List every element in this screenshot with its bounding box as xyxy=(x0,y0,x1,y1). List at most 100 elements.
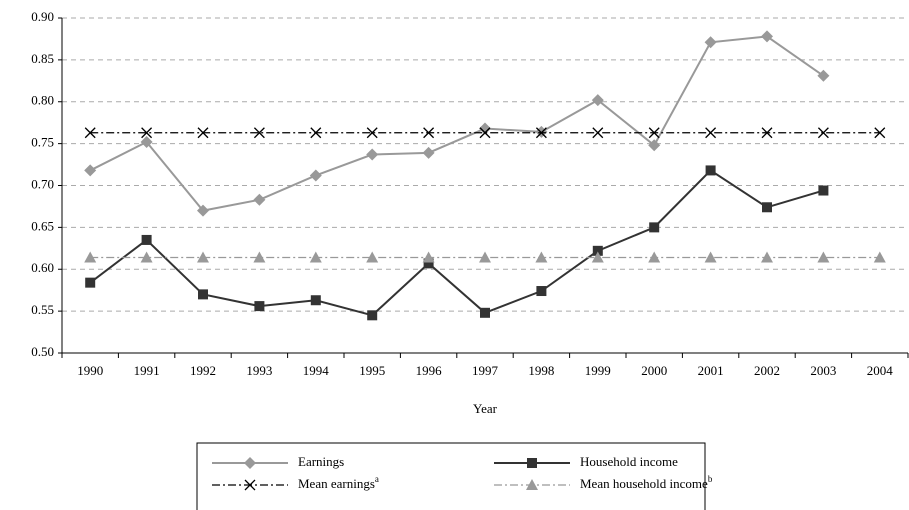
point xyxy=(817,127,829,139)
point xyxy=(705,165,716,176)
point xyxy=(84,127,96,139)
point xyxy=(197,251,209,263)
legend-marker xyxy=(527,458,537,468)
point xyxy=(648,127,660,139)
point xyxy=(253,251,266,263)
point xyxy=(648,139,661,152)
point xyxy=(479,251,491,263)
point xyxy=(591,94,604,107)
point xyxy=(648,251,661,263)
point xyxy=(704,251,717,263)
y-tick-label: 0.55 xyxy=(31,302,54,317)
y-tick-label: 0.50 xyxy=(31,344,54,359)
x-tick-label: 1992 xyxy=(190,363,216,378)
legend-label: Mean household incomeb xyxy=(580,474,713,491)
point xyxy=(705,127,717,139)
x-tick-label: 1997 xyxy=(472,363,499,378)
point xyxy=(84,164,97,177)
point xyxy=(762,202,772,213)
legend-label: Earnings xyxy=(298,454,344,469)
point xyxy=(423,127,435,139)
legend-name: Mean earnings xyxy=(298,476,375,491)
legend-marker xyxy=(526,479,538,490)
point xyxy=(366,148,379,161)
y-tick-label: 0.85 xyxy=(31,51,54,66)
x-tick-label: 1996 xyxy=(416,363,443,378)
y-tick-label: 0.60 xyxy=(31,260,54,275)
point xyxy=(85,277,96,288)
point xyxy=(479,127,491,139)
point xyxy=(253,127,265,139)
point xyxy=(761,127,773,139)
point xyxy=(422,251,435,263)
legend-footnote: b xyxy=(708,474,713,484)
point xyxy=(874,127,886,139)
y-tick-label: 0.90 xyxy=(31,9,54,24)
point xyxy=(479,122,491,135)
point xyxy=(818,185,829,196)
series-line xyxy=(89,35,824,212)
point xyxy=(140,251,153,263)
point xyxy=(591,251,604,263)
legend-label: Household income xyxy=(580,454,678,469)
point xyxy=(592,245,603,256)
x-tick-label: 1994 xyxy=(303,363,330,378)
legend-name: Earnings xyxy=(298,454,344,469)
point xyxy=(367,310,378,321)
x-tick-label: 1991 xyxy=(134,363,160,378)
point xyxy=(84,251,97,263)
point xyxy=(309,251,322,263)
legend-box xyxy=(196,442,706,510)
series-line xyxy=(89,169,824,317)
x-tick-label: 1990 xyxy=(77,363,103,378)
point xyxy=(140,135,153,148)
point xyxy=(592,127,604,139)
legend-name: Household income xyxy=(580,454,678,469)
point xyxy=(310,295,321,306)
point xyxy=(817,251,830,263)
legend-label: Mean earningsa xyxy=(298,474,379,491)
y-tick-label: 0.80 xyxy=(31,93,54,108)
point xyxy=(649,222,660,233)
y-tick-label: 0.70 xyxy=(31,176,54,191)
legend-marker xyxy=(244,479,256,491)
point xyxy=(704,36,717,49)
x-tick-label: 1998 xyxy=(528,363,554,378)
point xyxy=(198,289,208,300)
x-tick-label: 2000 xyxy=(641,363,667,378)
point xyxy=(480,307,490,318)
x-axis-label: Year xyxy=(473,401,498,416)
legend-name: Mean household income xyxy=(580,476,708,491)
x-tick-label: 2001 xyxy=(698,363,724,378)
point xyxy=(141,127,153,139)
y-tick-label: 0.75 xyxy=(31,135,54,150)
point xyxy=(253,193,266,206)
point xyxy=(535,251,548,263)
point xyxy=(422,146,435,159)
x-tick-label: 1995 xyxy=(359,363,385,378)
point xyxy=(309,169,322,182)
point xyxy=(423,258,434,269)
point xyxy=(535,127,547,139)
x-tick-label: 2004 xyxy=(867,363,894,378)
point xyxy=(366,127,378,139)
legend-footnote: a xyxy=(375,474,379,484)
x-tick-label: 2002 xyxy=(754,363,780,378)
point xyxy=(310,127,322,139)
x-tick-label: 1993 xyxy=(246,363,272,378)
point xyxy=(761,30,773,43)
point xyxy=(197,204,209,217)
x-tick-label: 1999 xyxy=(585,363,611,378)
point xyxy=(141,234,152,245)
point xyxy=(873,251,886,263)
point xyxy=(817,69,830,82)
point xyxy=(761,251,773,263)
point xyxy=(197,127,209,139)
y-tick-label: 0.65 xyxy=(31,218,54,233)
point xyxy=(366,251,379,263)
legend-marker xyxy=(244,457,256,469)
point xyxy=(536,286,547,297)
point xyxy=(254,301,265,312)
x-tick-label: 2003 xyxy=(810,363,836,378)
